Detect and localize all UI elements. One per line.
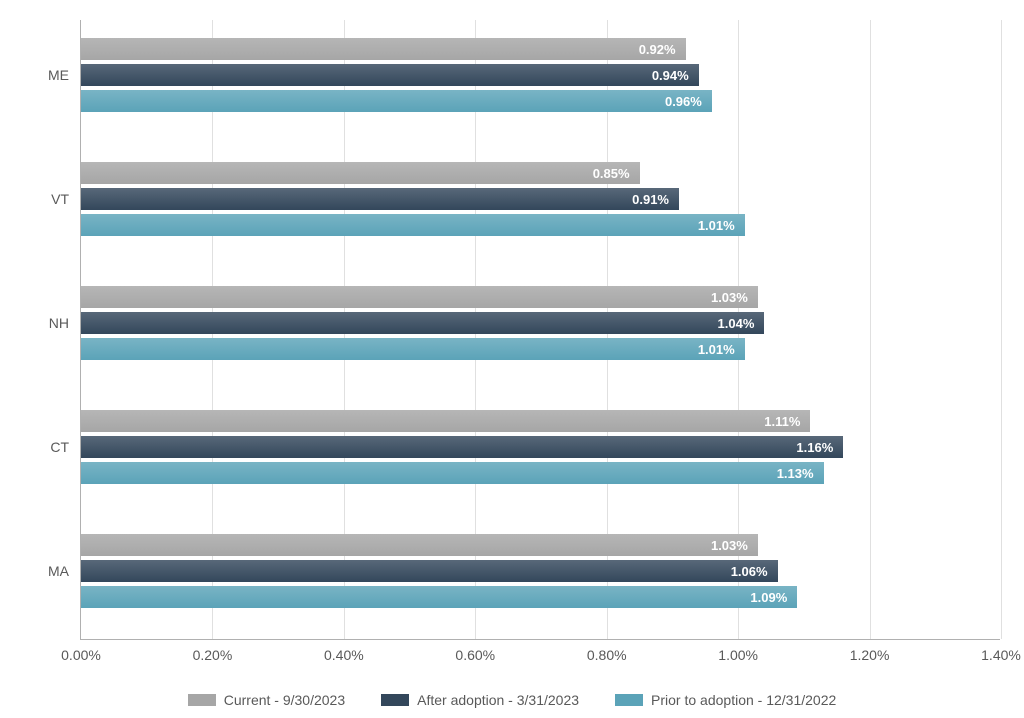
bar-current: 1.03% [81,286,758,308]
bar-value-label: 0.94% [652,68,689,83]
bar-prior: 0.96% [81,90,712,112]
bar-value-label: 1.01% [698,342,735,357]
bar-after: 1.16% [81,436,843,458]
x-axis-tick-label: 1.00% [718,639,758,663]
y-axis-category-label: CT [50,439,81,455]
bar-value-label: 0.92% [639,42,676,57]
chart-container: 0.00% 0.20% 0.40% 0.60% 0.80% 1.00% 1.20% 1.40%… [0,0,1024,718]
bar-after: 1.06% [81,560,778,582]
bar-group: 1.03% 1.04% 1.01% [81,286,1000,360]
legend-label: After adoption - 3/31/2023 [417,692,579,708]
bar-value-label: 1.09% [750,590,787,605]
legend-swatch [188,694,216,706]
bar-value-label: 1.13% [777,466,814,481]
bar-value-label: 1.03% [711,290,748,305]
x-axis-tick-label: 0.00% [61,639,101,663]
y-axis-category-label: NH [49,315,81,331]
bar-current: 0.85% [81,162,640,184]
bar-value-label: 0.96% [665,94,702,109]
legend-swatch [615,694,643,706]
bar-current: 1.11% [81,410,810,432]
bar-value-label: 1.01% [698,218,735,233]
x-axis-tick-label: 0.80% [587,639,627,663]
bar-after: 0.91% [81,188,679,210]
bar-current: 1.03% [81,534,758,556]
y-axis-category-label: MA [48,563,81,579]
x-axis-tick-label: 1.40% [981,639,1021,663]
bar-group: 0.85%0.91% 1.01% [81,162,1000,236]
x-axis-tick-label: 0.60% [455,639,495,663]
bar-group: 1.11% 1.16% 1.13% [81,410,1000,484]
bar-value-label: 1.06% [731,564,768,579]
bar-group: 1.03% 1.06% 1.09% [81,534,1000,608]
bar-value-label: 0.85% [593,166,630,181]
bar-value-label: 1.16% [796,440,833,455]
bar-current: 0.92% [81,38,686,60]
legend-item: After adoption - 3/31/2023 [381,692,579,708]
legend: Current - 9/30/2023 After adoption - 3/31… [0,692,1024,708]
legend-swatch [381,694,409,706]
bar-prior: 1.13% [81,462,824,484]
bar-prior: 1.01% [81,214,745,236]
bar-after: 0.94% [81,64,699,86]
x-axis-tick-label: 1.20% [850,639,890,663]
bar-value-label: 1.04% [718,316,755,331]
legend-item: Prior to adoption - 12/31/2022 [615,692,836,708]
y-axis-category-label: ME [48,67,81,83]
gridline [1001,20,1002,639]
bar-group: 0.92% 0.94% 0.96% [81,38,1000,112]
legend-item: Current - 9/30/2023 [188,692,345,708]
x-axis-tick-label: 0.20% [193,639,233,663]
bar-value-label: 0.91% [632,192,669,207]
bar-prior: 1.09% [81,586,797,608]
bar-after: 1.04% [81,312,764,334]
bar-value-label: 1.11% [764,414,800,429]
legend-label: Current - 9/30/2023 [224,692,345,708]
x-axis-tick-label: 0.40% [324,639,364,663]
y-axis-category-label: VT [51,191,81,207]
legend-label: Prior to adoption - 12/31/2022 [651,692,836,708]
plot-area: 0.00%0.20%0.40%0.60%0.80%1.00%1.20%1.40%… [80,20,1000,640]
bar-prior: 1.01% [81,338,745,360]
bar-value-label: 1.03% [711,538,748,553]
